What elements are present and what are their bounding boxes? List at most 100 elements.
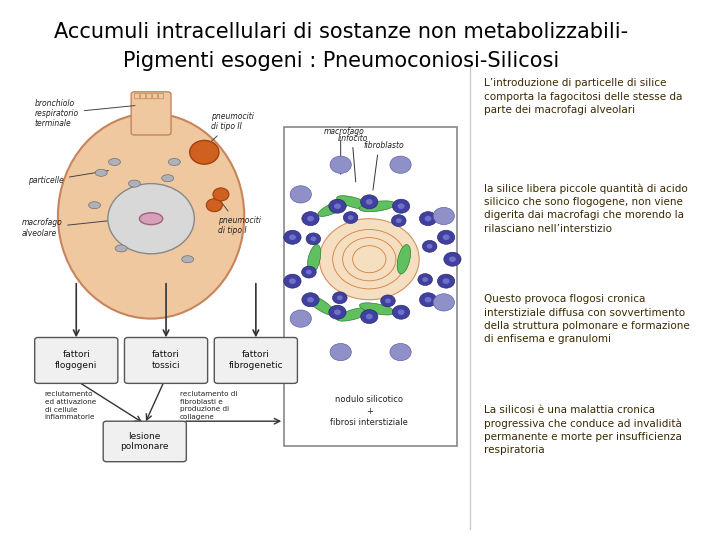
Ellipse shape: [128, 180, 140, 187]
Text: macrofago
alveolare: macrofago alveolare: [22, 218, 125, 238]
FancyBboxPatch shape: [131, 92, 171, 135]
Text: pneumociti
di tipo I: pneumociti di tipo I: [217, 199, 261, 235]
Circle shape: [284, 274, 301, 288]
Circle shape: [422, 277, 428, 282]
Circle shape: [449, 256, 456, 262]
Circle shape: [330, 156, 351, 173]
Ellipse shape: [89, 201, 101, 208]
Circle shape: [397, 309, 405, 315]
Text: linfocito: linfocito: [338, 134, 368, 143]
Ellipse shape: [359, 303, 395, 315]
Circle shape: [189, 140, 219, 164]
Ellipse shape: [140, 213, 163, 225]
Ellipse shape: [162, 175, 174, 181]
Ellipse shape: [307, 245, 320, 274]
Ellipse shape: [109, 159, 120, 165]
Circle shape: [284, 230, 301, 244]
Circle shape: [310, 237, 316, 241]
Circle shape: [366, 199, 373, 205]
Circle shape: [108, 184, 194, 254]
Ellipse shape: [168, 159, 180, 165]
FancyBboxPatch shape: [146, 93, 152, 99]
Circle shape: [420, 293, 437, 307]
Circle shape: [334, 309, 341, 315]
Circle shape: [438, 274, 455, 288]
Circle shape: [392, 199, 410, 213]
Circle shape: [289, 278, 296, 284]
Circle shape: [390, 343, 411, 361]
Text: L’introduzione di particelle di silice
comporta la fagocitosi delle stesse da
pa: L’introduzione di particelle di silice c…: [484, 78, 682, 114]
Ellipse shape: [306, 295, 336, 315]
Circle shape: [423, 240, 437, 252]
Text: Pigmenti esogeni : Pneumoconiosi-Silicosi: Pigmenti esogeni : Pneumoconiosi-Silicos…: [122, 51, 559, 71]
Circle shape: [397, 204, 405, 209]
Ellipse shape: [318, 199, 350, 217]
Text: la silice libera piccole quantità di acido
silicico che sono flogogene, non vien: la silice libera piccole quantità di aci…: [484, 184, 688, 234]
Circle shape: [213, 188, 229, 201]
Circle shape: [307, 297, 314, 302]
Circle shape: [330, 343, 351, 361]
Circle shape: [443, 278, 449, 284]
Circle shape: [396, 218, 402, 223]
FancyBboxPatch shape: [103, 421, 186, 462]
Circle shape: [207, 199, 222, 212]
Text: fattori
tossici: fattori tossici: [152, 350, 181, 370]
Circle shape: [307, 216, 314, 221]
Circle shape: [302, 293, 319, 307]
Ellipse shape: [115, 245, 127, 252]
Circle shape: [320, 219, 419, 300]
Text: La silicosi è una malattia cronica
progressiva che conduce ad invalidità
permane: La silicosi è una malattia cronica progr…: [484, 405, 682, 455]
Text: fibroblasto: fibroblasto: [364, 141, 405, 150]
FancyBboxPatch shape: [135, 93, 140, 99]
Text: nodulo silicotico
+
fibrosi interstiziale: nodulo silicotico + fibrosi interstizial…: [330, 395, 408, 427]
FancyBboxPatch shape: [153, 93, 158, 99]
Circle shape: [420, 212, 437, 226]
Circle shape: [361, 195, 378, 209]
Circle shape: [443, 234, 449, 240]
Circle shape: [433, 207, 454, 225]
Circle shape: [425, 297, 431, 302]
Circle shape: [337, 295, 343, 300]
Circle shape: [302, 212, 319, 226]
Text: particelle: particelle: [28, 171, 109, 185]
Text: lesione
polmonare: lesione polmonare: [120, 432, 169, 451]
Circle shape: [361, 309, 378, 323]
Circle shape: [290, 186, 312, 203]
Circle shape: [333, 292, 347, 303]
Text: Questo provoca flogosi cronica
interstiziale diffusa con sovvertimento
della str: Questo provoca flogosi cronica interstiz…: [484, 294, 690, 344]
Circle shape: [290, 310, 312, 327]
Circle shape: [306, 233, 320, 245]
Ellipse shape: [359, 201, 395, 212]
Ellipse shape: [95, 169, 107, 176]
Text: bronchiolo
respiratorio
terminale: bronchiolo respiratorio terminale: [35, 98, 135, 129]
Text: reclutamento di
fibroblasti e
produzione di
collagene: reclutamento di fibroblasti e produzione…: [180, 392, 237, 420]
Text: fattori
flogogeni: fattori flogogeni: [55, 350, 97, 370]
Circle shape: [348, 215, 354, 220]
Circle shape: [366, 314, 373, 319]
FancyBboxPatch shape: [215, 338, 297, 383]
Circle shape: [302, 266, 316, 278]
Text: Accumuli intracellulari di sostanze non metabolizzabili-: Accumuli intracellulari di sostanze non …: [53, 22, 628, 42]
Text: fattori
fibrogenetic: fattori fibrogenetic: [228, 350, 283, 370]
Circle shape: [381, 295, 395, 307]
Circle shape: [390, 156, 411, 173]
Circle shape: [418, 274, 433, 286]
Circle shape: [334, 204, 341, 209]
Circle shape: [329, 305, 346, 319]
Circle shape: [425, 216, 431, 221]
Circle shape: [289, 234, 296, 240]
Circle shape: [392, 305, 410, 319]
Ellipse shape: [337, 307, 372, 321]
Circle shape: [433, 294, 454, 311]
FancyBboxPatch shape: [125, 338, 207, 383]
Circle shape: [438, 230, 455, 244]
Circle shape: [343, 212, 358, 224]
Ellipse shape: [58, 113, 244, 319]
Circle shape: [427, 244, 433, 249]
Circle shape: [329, 199, 346, 213]
Circle shape: [392, 215, 406, 227]
FancyBboxPatch shape: [284, 127, 457, 445]
Ellipse shape: [181, 255, 194, 262]
Text: macrofago: macrofago: [324, 127, 365, 136]
FancyBboxPatch shape: [35, 338, 118, 383]
